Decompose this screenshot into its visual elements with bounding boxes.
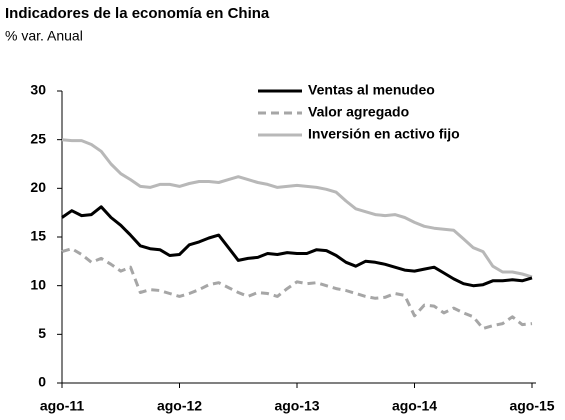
legend-label: Inversión en activo fijo xyxy=(308,126,460,142)
x-tick-label: ago-15 xyxy=(509,398,554,414)
x-tick-label: ago-12 xyxy=(157,398,202,414)
series-line xyxy=(61,247,533,330)
x-tick-label: ago-13 xyxy=(274,398,319,414)
x-tick-label: ago-11 xyxy=(40,398,85,414)
series-line xyxy=(61,138,533,279)
y-tick-label: 25 xyxy=(30,130,46,146)
y-tick-label: 30 xyxy=(30,82,46,98)
chart-subtitle: % var. Anual xyxy=(5,28,83,44)
y-tick-label: 10 xyxy=(30,276,46,292)
y-tick-label: 0 xyxy=(38,374,46,390)
chart-title: Indicadores de la economía en China xyxy=(5,5,270,22)
x-tick-label: ago-14 xyxy=(392,398,437,414)
y-tick-label: 20 xyxy=(30,179,46,195)
series-line xyxy=(61,205,533,288)
legend-label: Valor agregado xyxy=(308,104,409,120)
y-tick-label: 5 xyxy=(38,325,46,341)
y-tick-label: 15 xyxy=(30,228,46,244)
legend-label: Ventas al menudeo xyxy=(308,82,435,98)
